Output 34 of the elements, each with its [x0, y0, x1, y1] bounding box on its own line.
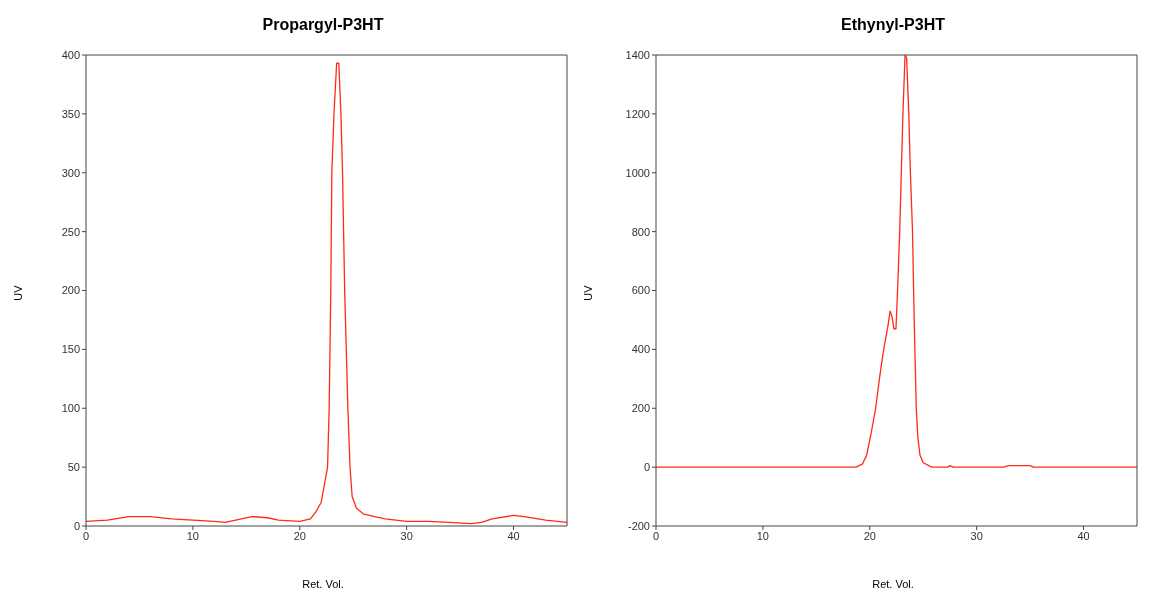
x-tick-label: 20 — [293, 529, 306, 542]
y-tick-label: 400 — [631, 343, 650, 356]
y-tick-label: 200 — [61, 284, 80, 297]
y-tick-label: 800 — [631, 225, 650, 238]
y-tick-label: 400 — [61, 48, 80, 61]
y-tick-label: 350 — [61, 107, 80, 120]
y-tick-label: 300 — [61, 166, 80, 179]
y-tick-label: 600 — [631, 284, 650, 297]
x-tick-label: 20 — [863, 529, 876, 542]
x-axis-title: Ret. Vol. — [871, 578, 915, 590]
chart-title: Propargyl-P3HT — [261, 16, 385, 34]
x-tick-label: 40 — [507, 529, 520, 542]
y-tick-label: 1000 — [625, 166, 650, 179]
x-tick-label: 0 — [82, 529, 90, 542]
x-tick-label: 30 — [970, 529, 983, 542]
y-tick-label: 1200 — [625, 107, 650, 120]
y-tick-label: 1400 — [625, 48, 650, 61]
x-tick-label: 40 — [1077, 529, 1090, 542]
x-axis-title: Ret. Vol. — [301, 578, 345, 590]
y-tick-label: 150 — [61, 343, 80, 356]
chart-title: Ethynyl-P3HT — [840, 16, 946, 34]
y-tick-label: 100 — [61, 402, 80, 415]
y-tick-label: 200 — [631, 402, 650, 415]
y-axis-title: UV — [582, 285, 594, 301]
y-tick-label: -200 — [627, 519, 650, 532]
x-tick-label: 0 — [652, 529, 660, 542]
y-axis-title: UV — [12, 285, 24, 301]
y-tick-label: 250 — [61, 225, 80, 238]
y-tick-label: 0 — [643, 461, 650, 474]
y-tick-label: 0 — [73, 519, 80, 532]
y-tick-label: 50 — [67, 461, 80, 474]
x-tick-label: 10 — [756, 529, 770, 542]
x-tick-label: 30 — [400, 529, 413, 542]
x-tick-label: 10 — [186, 529, 200, 542]
